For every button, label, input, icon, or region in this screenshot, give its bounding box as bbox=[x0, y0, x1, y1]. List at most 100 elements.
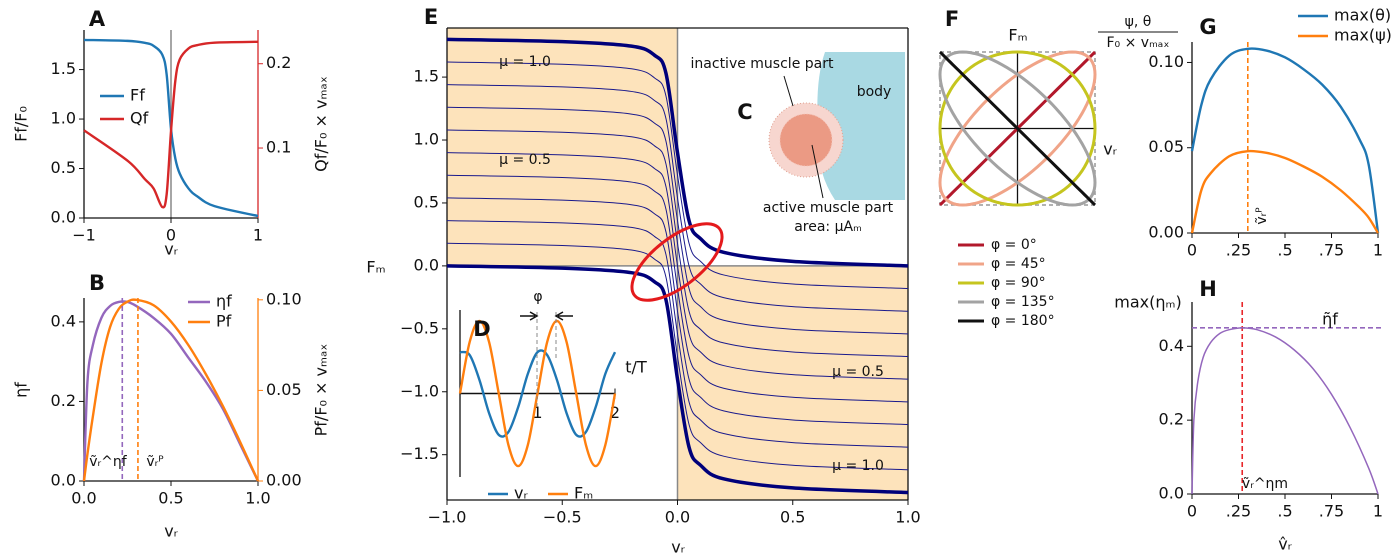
x-tick-label: .25 bbox=[1226, 241, 1251, 260]
diagram-label: area: μAₘ bbox=[794, 219, 862, 235]
x-axis-label: vᵣ bbox=[164, 240, 178, 259]
data-line bbox=[458, 319, 617, 468]
y2-tick-label: 0.00 bbox=[266, 471, 302, 490]
phase-curve bbox=[938, 50, 1097, 207]
x-tick-label: .25 bbox=[1226, 502, 1251, 521]
data-line bbox=[446, 106, 909, 335]
y-tick-label: 0.4 bbox=[1159, 336, 1184, 355]
annotation: μ = 1.0 bbox=[832, 458, 884, 474]
y-tick-label: 1.0 bbox=[51, 109, 76, 128]
diagram-label: inactive muscle part bbox=[691, 56, 834, 72]
y-tick-label: 0.2 bbox=[51, 391, 76, 410]
y-tick-label: −1.0 bbox=[400, 381, 439, 400]
y2-tick-label: 0.05 bbox=[266, 380, 302, 399]
data-line bbox=[1190, 149, 1380, 234]
y-axis-label: max(ηₘ) bbox=[1114, 293, 1181, 312]
legend-label: max(ψ) bbox=[1334, 26, 1392, 45]
marker-label: ṽᵣᴾ bbox=[146, 454, 164, 470]
y-axis-label: ψ, θ bbox=[1125, 14, 1152, 30]
shaded-quadrant bbox=[447, 28, 678, 266]
annotation: φ bbox=[533, 289, 542, 305]
y-tick-label: 1.5 bbox=[414, 67, 439, 86]
data-line bbox=[83, 40, 259, 209]
diagram-label: body bbox=[857, 84, 892, 100]
data-line bbox=[446, 37, 909, 268]
data-line bbox=[446, 242, 909, 471]
y-tick-label: 0.0 bbox=[51, 471, 76, 490]
data-line bbox=[446, 61, 909, 290]
shaded-quadrant bbox=[677, 265, 908, 500]
x-tick-label: −1 bbox=[72, 226, 96, 245]
x-axis-label: vᵣ bbox=[1103, 140, 1117, 159]
legend-label: ηf bbox=[216, 292, 232, 311]
legend-label: φ = 0° bbox=[991, 237, 1037, 253]
y2-tick-label: 0.1 bbox=[266, 138, 291, 157]
pointer bbox=[811, 144, 824, 199]
y-tick-label: 1.5 bbox=[51, 59, 76, 78]
marker-label: ṽᵣ^ηf bbox=[89, 454, 128, 470]
annotation: μ = 1.0 bbox=[499, 54, 551, 70]
annotation: μ = 0.5 bbox=[832, 364, 884, 380]
data-line bbox=[446, 220, 909, 448]
x-tick-label: 1 bbox=[1373, 241, 1383, 260]
x-tick-label: .5 bbox=[1277, 502, 1292, 521]
y-tick-label: 0.5 bbox=[414, 192, 439, 211]
x-axis-label: t/T bbox=[625, 358, 647, 377]
y-tick-label: 0.0 bbox=[1159, 484, 1184, 503]
panel-letter: A bbox=[89, 7, 106, 31]
panel-letter: H bbox=[1199, 277, 1217, 301]
x-tick-label: 0.0 bbox=[71, 489, 96, 508]
y-tick-label: −1.5 bbox=[400, 444, 439, 463]
x-tick-label: .5 bbox=[1277, 241, 1292, 260]
y2-tick-label: 0.2 bbox=[266, 53, 291, 72]
x-tick-label: 0.0 bbox=[665, 508, 690, 527]
y-tick-label: 0.4 bbox=[51, 311, 76, 330]
body-shape bbox=[817, 52, 905, 200]
diagram-label: active muscle part bbox=[763, 200, 894, 216]
data-line bbox=[446, 152, 909, 380]
legend-label: Qf bbox=[130, 109, 149, 128]
cycle-ellipse bbox=[630, 222, 724, 302]
panel-letter: G bbox=[1199, 15, 1216, 39]
legend-label: Fₘ bbox=[574, 484, 593, 503]
data-line bbox=[446, 129, 909, 358]
y2-axis-label: Qf/F₀ × vₘₐₓ bbox=[312, 76, 331, 172]
x-tick-label: −1.0 bbox=[428, 508, 467, 527]
legend-label: max(θ) bbox=[1334, 6, 1391, 25]
x-axis-label: v̂ᵣ bbox=[1278, 535, 1292, 554]
marker-label: ṽᵣᴾ bbox=[1254, 207, 1270, 225]
legend-label: φ = 135° bbox=[991, 294, 1055, 310]
phase-arrow bbox=[520, 311, 573, 321]
data-line bbox=[82, 298, 260, 482]
x-tick-label: 1 bbox=[253, 226, 263, 245]
panel-letter: E bbox=[424, 5, 438, 29]
y-tick-label: 1.0 bbox=[414, 130, 439, 149]
panel-letter: C bbox=[737, 100, 752, 124]
x-tick-label: 2 bbox=[610, 403, 620, 422]
legend-label: φ = 45° bbox=[991, 256, 1046, 272]
y-axis-label: Ff/F₀ bbox=[12, 106, 31, 142]
legend-label: Ff bbox=[130, 86, 145, 105]
legend-label: φ = 90° bbox=[991, 275, 1046, 291]
data-line bbox=[82, 300, 260, 482]
legend-label: φ = 180° bbox=[991, 313, 1055, 329]
data-line bbox=[446, 197, 909, 425]
y-axis-label: Fₘ bbox=[1008, 26, 1027, 45]
x-tick-label: .75 bbox=[1319, 502, 1344, 521]
panel-letter: F bbox=[945, 7, 959, 31]
x-tick-label: 1.0 bbox=[245, 489, 270, 508]
x-tick-label: 1.0 bbox=[895, 508, 920, 527]
x-tick-label: 0 bbox=[1187, 241, 1197, 260]
panel-letter: D bbox=[473, 317, 490, 341]
y-tick-label: 0.0 bbox=[51, 208, 76, 227]
y-axis-label: Fₘ bbox=[366, 258, 385, 277]
x-tick-label: .75 bbox=[1319, 241, 1344, 260]
x-tick-label: 0 bbox=[1187, 502, 1197, 521]
y-tick-label: 0.0 bbox=[414, 255, 439, 274]
phase-curve bbox=[938, 50, 1097, 207]
marker-label: ṽᵣ^ηm bbox=[1242, 476, 1288, 492]
pointer bbox=[783, 75, 794, 107]
data-line bbox=[1190, 47, 1380, 234]
data-line bbox=[446, 174, 909, 403]
x-tick-label: −0.5 bbox=[543, 508, 582, 527]
